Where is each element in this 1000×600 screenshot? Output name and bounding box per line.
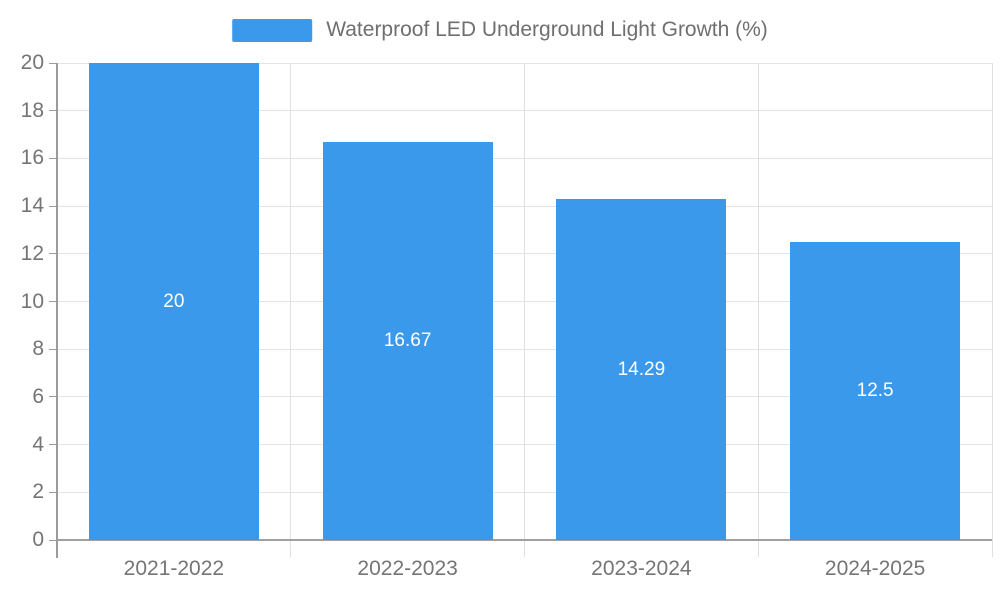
y-axis-tick [49, 301, 56, 302]
y-axis-tick-label: 4 [32, 432, 44, 456]
bar-value-label: 20 [163, 290, 185, 312]
x-gridline [757, 63, 759, 557]
y-axis-tick [49, 157, 56, 159]
x-axis-tick-label: 2024-2025 [824, 557, 926, 580]
y-axis-tick [49, 539, 56, 541]
y-axis-tick [49, 491, 56, 493]
y-axis-tick-label: 18 [20, 98, 44, 122]
y-axis-tick-label: 12 [20, 241, 44, 265]
y-axis-tick-label: 20 [20, 51, 44, 74]
bar-value-label: 14.29 [617, 358, 666, 380]
bar-value-label: 16.67 [383, 330, 432, 352]
bar-value-label: 12.5 [856, 379, 894, 401]
y-axis-line [56, 63, 58, 558]
y-axis-tick-label: 8 [32, 337, 44, 361]
y-axis-tick [49, 110, 56, 112]
bar-2022-2023[interactable]: 16.67 [322, 142, 493, 540]
y-axis-tick [49, 444, 56, 446]
y-axis-tick [49, 396, 56, 398]
plot-area: 0 2 4 6 8 10 12 14 16 18 20 20 2021-2022 16.67 2022-20… [21, 51, 993, 580]
x-axis-line [57, 539, 992, 541]
x-axis-tick-label: 2023-2024 [591, 557, 692, 580]
y-axis-tick-label: 16 [20, 146, 44, 170]
legend[interactable]: Waterproof LED Underground Light Growth … [232, 18, 768, 42]
legend-swatch[interactable] [232, 18, 313, 42]
x-axis-tick-label: 2022-2023 [357, 557, 458, 580]
y-axis-tick [49, 348, 56, 350]
x-gridline [991, 63, 993, 557]
y-axis-tick [49, 62, 56, 64]
legend-label: Waterproof LED Underground Light Growth … [326, 18, 768, 41]
x-gridline [524, 63, 525, 557]
x-gridline [290, 63, 292, 557]
x-axis-tick-label: 2021-2022 [123, 557, 225, 580]
bar-2021-2022[interactable]: 20 [88, 63, 259, 540]
bar-2023-2024[interactable]: 14.29 [556, 199, 727, 540]
y-axis-tick [49, 253, 56, 255]
y-axis-tick [49, 205, 56, 207]
bar-2024-2025[interactable]: 12.5 [790, 241, 961, 540]
y-axis-tick-label: 14 [20, 194, 44, 218]
y-axis-tick-label: 2 [32, 480, 44, 504]
y-axis-tick-label: 0 [32, 528, 44, 551]
y-axis-tick-label: 6 [32, 384, 44, 408]
y-axis-tick-label: 10 [20, 289, 44, 313]
